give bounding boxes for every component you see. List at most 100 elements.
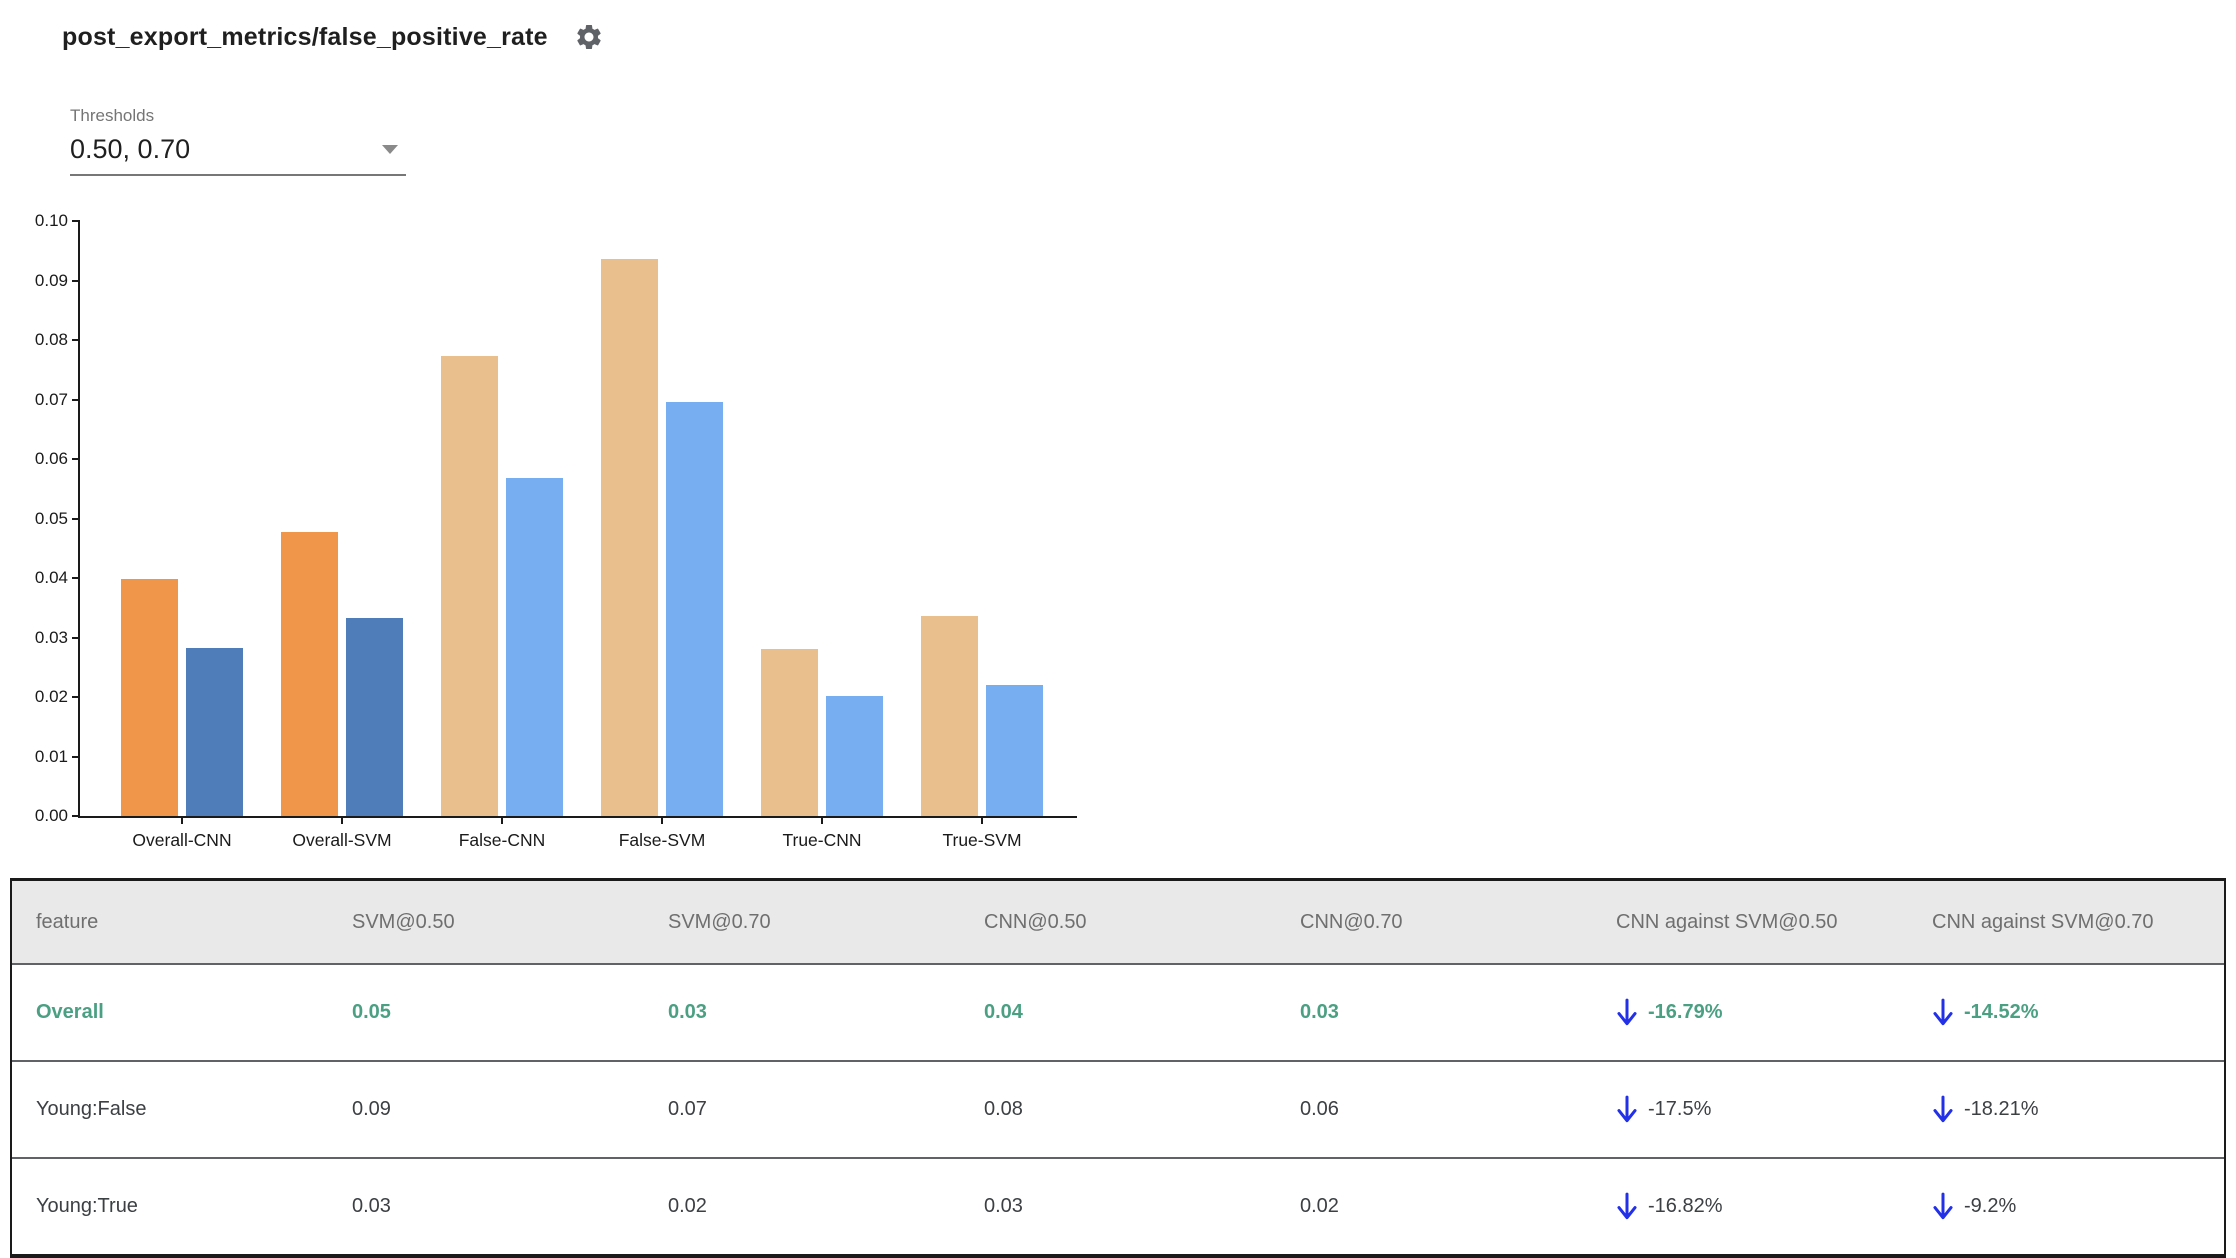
- column-header-svm-0.50: SVM@0.50: [352, 910, 455, 933]
- y-axis-tick-mark: [72, 339, 80, 341]
- value-cell-cnn-0.70: 0.03: [1300, 1001, 1339, 1023]
- bar-False-CNN-threshold-0.70: [506, 478, 563, 816]
- x-axis-label-Overall-SVM: Overall-SVM: [292, 830, 392, 850]
- down-arrow-icon: [1617, 998, 1637, 1025]
- value-cell-cnn-0.50: 0.04: [984, 1001, 1023, 1023]
- y-axis-tick-mark: [72, 815, 80, 817]
- thresholds-value: 0.50, 0.70: [70, 134, 191, 164]
- settings-gear-icon[interactable]: [574, 22, 604, 52]
- delta-value: -16.79%: [1648, 1001, 1723, 1023]
- bar-False-CNN-threshold-0.50: [441, 356, 498, 816]
- y-axis-tick-mark: [72, 220, 80, 222]
- bar-Overall-CNN-threshold-0.70: [186, 647, 243, 816]
- value-cell-svm-0.70: 0.07: [668, 1098, 707, 1120]
- value-cell-cnn-0.50: 0.08: [984, 1098, 1023, 1120]
- x-axis-label-Overall-CNN: Overall-CNN: [132, 830, 232, 850]
- plot-area: 0.00 0.01 0.02 0.03 0.04 0.05 0.06 0.07 0.08 0.09…: [35, 211, 1077, 850]
- delta-cell-cnn-against-svm-0.70: -14.52%: [1908, 965, 2224, 1060]
- table-row-overall: Overall 0.05 0.03 0.04 0.03 -16.79% -14.52%: [12, 965, 2224, 1060]
- x-axis-label-False-CNN: False-CNN: [458, 830, 546, 850]
- x-axis-label-True-SVM: True-SVM: [942, 830, 1022, 850]
- delta-cell-cnn-against-svm-0.70: -9.2%: [1908, 1159, 2224, 1254]
- y-axis-tick-label: 0.07: [34, 389, 68, 409]
- delta-value: -16.82%: [1648, 1195, 1723, 1217]
- column-header-cnn-0.50: CNN@0.50: [984, 910, 1087, 933]
- y-axis-tick-label: 0.04: [34, 568, 68, 587]
- dropdown-underline: [70, 174, 406, 176]
- bar-True-SVM-threshold-0.50: [921, 615, 978, 816]
- x-axis-tick-mark: [181, 816, 183, 824]
- y-axis-tick-mark: [72, 398, 80, 401]
- bar-Overall-SVM-threshold-0.70: [346, 618, 403, 816]
- thresholds-dropdown[interactable]: Thresholds 0.50, 0.70: [70, 106, 406, 176]
- delta-cell-cnn-against-svm-0.50: -17.5%: [1592, 1062, 1908, 1157]
- down-arrow-icon: [1617, 1192, 1637, 1219]
- value-cell-svm-0.70: 0.03: [668, 1001, 707, 1023]
- column-header-feature: feature: [36, 910, 99, 933]
- feature-cell: Young:False: [36, 1098, 147, 1120]
- delta-value: -18.21%: [1964, 1098, 2039, 1120]
- y-axis-tick-mark: [72, 636, 80, 639]
- delta-cell-cnn-against-svm-0.70: -18.21%: [1908, 1062, 2224, 1157]
- down-arrow-icon: [1933, 1095, 1953, 1122]
- column-header-cnn-against-svm-0.70: CNN against SVM@0.70: [1932, 910, 2154, 933]
- x-axis-tick-mark: [661, 816, 663, 824]
- delta-value: -9.2%: [1964, 1195, 2017, 1217]
- y-axis-tick-label: 0.09: [34, 270, 68, 290]
- y-axis-tick-mark: [72, 755, 80, 758]
- column-header-cnn-against-svm-0.50: CNN against SVM@0.50: [1616, 910, 1838, 933]
- y-axis-tick-mark: [72, 577, 80, 579]
- y-axis-tick-label: 0.02: [34, 687, 68, 706]
- feature-cell: Young:True: [36, 1195, 138, 1217]
- table-row-young-false: Young:False 0.09 0.07 0.08 0.06 -17.5% -18.21%: [12, 1060, 2224, 1157]
- down-arrow-icon: [1933, 998, 1953, 1025]
- x-axis-tick-mark: [981, 816, 983, 824]
- delta-cell-cnn-against-svm-0.50: -16.79%: [1592, 965, 1908, 1060]
- x-axis-label-False-SVM: False-SVM: [618, 830, 706, 850]
- y-axis-tick-label: 0.03: [34, 627, 68, 647]
- value-cell-svm-0.50: 0.03: [352, 1195, 391, 1217]
- y-axis-tick-mark: [72, 517, 80, 520]
- table-header-row: feature SVM@0.50 SVM@0.70 CNN@0.50 CNN@0.70 C…: [12, 881, 2224, 965]
- metrics-table: feature SVM@0.50 SVM@0.70 CNN@0.50 CNN@0.70 C…: [10, 878, 2226, 1258]
- bar-False-SVM-threshold-0.70: [666, 402, 723, 816]
- value-cell-cnn-0.70: 0.06: [1300, 1098, 1339, 1120]
- bar-True-CNN-threshold-0.50: [761, 649, 818, 816]
- x-axis-label-True-CNN: True-CNN: [782, 830, 862, 850]
- thresholds-label: Thresholds: [70, 106, 155, 125]
- delta-value: -14.52%: [1964, 1001, 2039, 1023]
- delta-value: -17.5%: [1648, 1098, 1712, 1120]
- value-cell-svm-0.50: 0.05: [352, 1001, 391, 1023]
- value-cell-svm-0.50: 0.09: [352, 1098, 391, 1120]
- column-header-svm-0.70: SVM@0.70: [668, 910, 771, 933]
- value-cell-cnn-0.50: 0.03: [984, 1195, 1023, 1217]
- bar-False-SVM-threshold-0.50: [601, 258, 658, 816]
- x-axis-tick-mark: [501, 816, 503, 824]
- bar-chart: 0.00 0.01 0.02 0.03 0.04 0.05 0.06 0.07 0.08 0.09…: [0, 210, 1120, 875]
- table-row-young-true: Young:True 0.03 0.02 0.03 0.02 -16.82% -9.2%: [12, 1157, 2224, 1254]
- page-title: post_export_metrics/false_positive_rate: [62, 22, 548, 51]
- bar-True-CNN-threshold-0.70: [826, 696, 883, 816]
- y-axis-tick-label: 0.05: [34, 508, 68, 528]
- down-arrow-icon: [1933, 1192, 1953, 1219]
- y-axis-tick-mark: [72, 696, 80, 698]
- title-bar: post_export_metrics/false_positive_rate: [62, 22, 604, 52]
- x-axis-tick-mark: [341, 816, 343, 824]
- column-header-cnn-0.70: CNN@0.70: [1300, 910, 1403, 933]
- y-axis-tick-mark: [72, 279, 80, 282]
- chevron-down-icon: [382, 145, 398, 154]
- y-axis-tick-mark: [72, 458, 80, 460]
- x-axis-tick-mark: [821, 816, 823, 824]
- bar-Overall-SVM-threshold-0.50: [281, 532, 338, 816]
- bar-Overall-CNN-threshold-0.50: [121, 578, 178, 816]
- y-axis-tick-label: 0.06: [34, 449, 68, 468]
- value-cell-cnn-0.70: 0.02: [1300, 1195, 1339, 1217]
- y-axis-tick-label: 0.00: [34, 806, 68, 825]
- value-cell-svm-0.70: 0.02: [668, 1195, 707, 1217]
- bar-True-SVM-threshold-0.70: [986, 684, 1043, 816]
- y-axis-tick-label: 0.08: [34, 330, 68, 349]
- delta-cell-cnn-against-svm-0.50: -16.82%: [1592, 1159, 1908, 1254]
- y-axis-tick-label: 0.01: [34, 746, 68, 766]
- feature-cell: Overall: [36, 1001, 104, 1023]
